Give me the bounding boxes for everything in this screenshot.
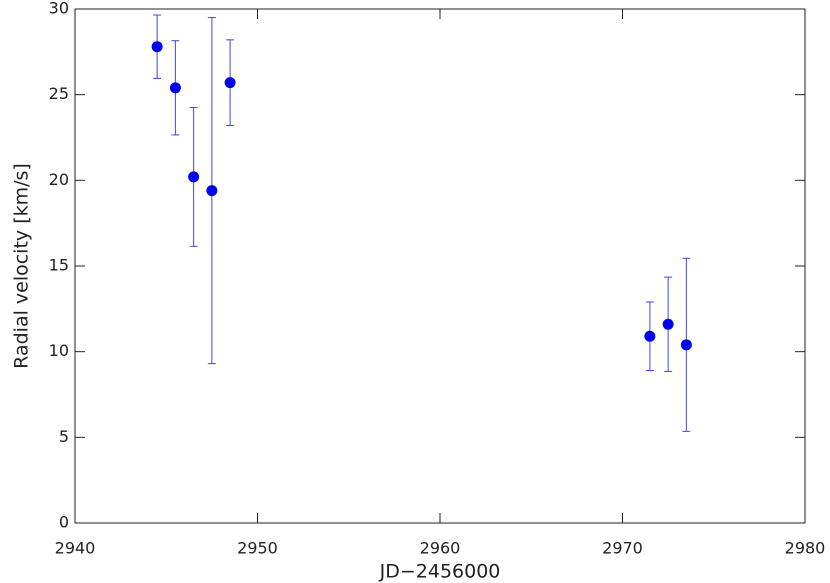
data-point <box>644 330 656 342</box>
y-tick-label: 5 <box>59 427 69 446</box>
y-tick-label: 30 <box>49 0 69 18</box>
y-tick-label: 0 <box>59 513 69 532</box>
y-axis-label: Radial velocity [km/s] <box>11 163 33 369</box>
data-point <box>151 41 163 53</box>
y-tick-label: 15 <box>49 256 69 275</box>
plot-frame <box>74 8 806 524</box>
x-tick-label: 2940 <box>55 539 96 558</box>
data-point <box>206 185 218 197</box>
x-tick-label: 2950 <box>237 539 278 558</box>
x-axis-label: JD−2456000 <box>379 561 501 583</box>
x-tick-label: 2980 <box>785 539 826 558</box>
data-point <box>224 77 236 89</box>
data-point <box>680 339 692 351</box>
y-tick-label: 25 <box>49 84 69 103</box>
data-point <box>662 318 674 330</box>
data-point <box>188 171 200 183</box>
data-point <box>169 82 181 94</box>
x-tick-label: 2970 <box>602 539 643 558</box>
y-tick-label: 20 <box>49 170 69 189</box>
y-tick-label: 10 <box>49 341 69 360</box>
x-tick-label: 2960 <box>420 539 461 558</box>
